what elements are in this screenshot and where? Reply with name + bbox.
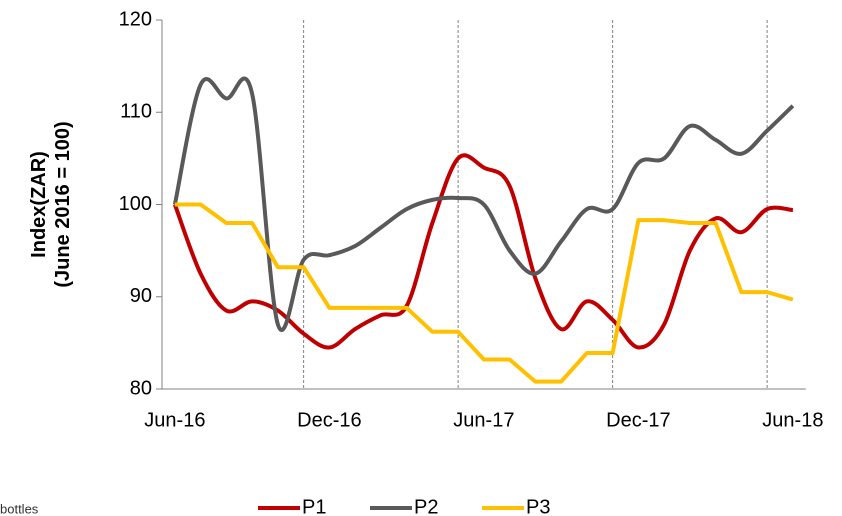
x-tick-label: Dec-17 — [606, 409, 670, 431]
y-axis-label-line: Index(ZAR) — [28, 151, 50, 258]
legend-label: P2 — [414, 496, 438, 516]
footnote: bottles — [0, 501, 39, 516]
y-tick-label: 120 — [119, 8, 152, 30]
series-line — [172, 76, 795, 333]
legend-label: P1 — [302, 496, 326, 516]
y-axis-label-line: (June 2016 = 100) — [52, 121, 74, 287]
y-tick-label: 110 — [120, 101, 152, 123]
y-axis-label: Index(ZAR) (June 2016 = 100) — [28, 121, 74, 287]
series-line — [173, 153, 794, 350]
x-tick-label: Jun-16 — [144, 409, 205, 431]
legend-label: P3 — [526, 496, 550, 516]
x-tick-label: Dec-16 — [297, 409, 361, 431]
x-tick-label: Jun-17 — [453, 409, 514, 431]
y-tick-label: 80 — [130, 377, 152, 399]
x-tick-label: Jun-18 — [762, 409, 823, 431]
series-line — [174, 202, 794, 384]
y-tick-label: 100 — [119, 193, 152, 215]
y-tick-label: 90 — [130, 285, 152, 307]
